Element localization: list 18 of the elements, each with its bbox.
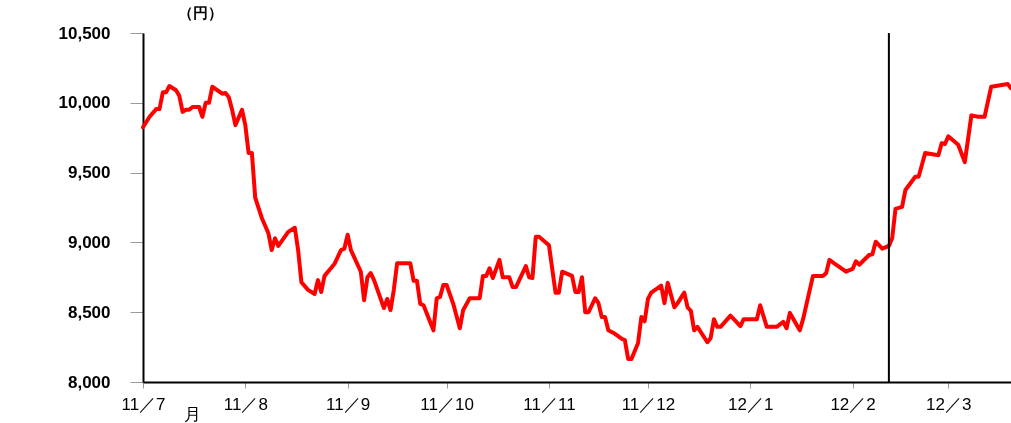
line-series <box>141 81 1011 361</box>
y-tick-label: 8,500 <box>67 302 111 322</box>
y-tick-label: 8,000 <box>67 372 111 392</box>
y-tick-label: 10,500 <box>58 23 111 43</box>
x-tick-label: 11／8 <box>223 394 268 414</box>
x-axis-title: 月 <box>183 404 201 423</box>
x-tick-label: 12／1 <box>728 394 774 414</box>
y-axis-title: （円） <box>178 3 223 21</box>
y-tick-label: 9,000 <box>67 232 111 252</box>
x-tick-label: 11／7 <box>121 394 166 414</box>
x-tick-label: 11／10 <box>420 394 474 414</box>
x-tick-label: 12／3 <box>926 394 972 414</box>
y-tick-label: 10,000 <box>58 93 111 113</box>
x-tick-label: 11／9 <box>326 394 371 414</box>
x-tick-label: 12／2 <box>830 394 876 414</box>
x-tick-label: 11／12 <box>621 394 676 414</box>
x-tick-label: 11／11 <box>523 394 576 414</box>
y-tick-label: 9,500 <box>67 163 111 183</box>
